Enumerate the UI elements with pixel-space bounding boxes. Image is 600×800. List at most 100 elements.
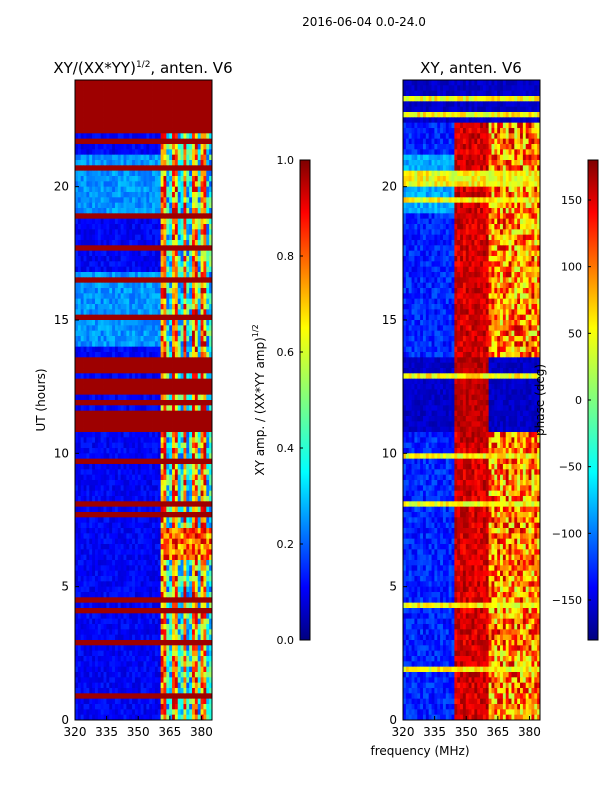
heatmap-cell	[109, 192, 113, 198]
heatmap-cell	[180, 629, 184, 636]
heatmap-cell	[154, 549, 159, 556]
heatmap-cell	[146, 506, 150, 513]
heatmap-cell	[146, 197, 150, 204]
heatmap-cell	[149, 373, 153, 380]
heatmap-cell	[77, 549, 82, 556]
heatmap-cell	[106, 90, 110, 97]
heatmap-cell	[97, 149, 102, 156]
heatmap-cell	[180, 218, 184, 225]
heatmap-cell	[189, 437, 193, 444]
heatmap-cell	[126, 512, 130, 518]
heatmap-cell	[100, 384, 104, 390]
heatmap-cell	[183, 576, 187, 582]
heatmap-cell	[197, 373, 201, 380]
heatmap-cell	[92, 389, 96, 396]
heatmap-cell	[97, 421, 102, 428]
heatmap-cell	[163, 581, 167, 588]
heatmap-cell	[180, 101, 184, 108]
heatmap-cell	[100, 570, 104, 577]
heatmap-cell	[120, 314, 124, 321]
heatmap-cell	[172, 608, 176, 614]
heatmap-cell	[209, 448, 212, 454]
heatmap-cell	[80, 250, 84, 257]
heatmap-cell	[134, 144, 139, 150]
heatmap-cell	[137, 133, 142, 140]
heatmap-cell	[140, 213, 144, 220]
heatmap-cell	[206, 624, 210, 630]
heatmap-cell	[114, 581, 119, 588]
heatmap-cell	[189, 133, 193, 140]
heatmap-cell	[97, 202, 102, 209]
heatmap-cell	[166, 458, 170, 465]
heatmap-cell	[192, 501, 196, 508]
heatmap-cell	[123, 437, 127, 444]
heatmap-cell	[123, 517, 127, 524]
heatmap-cell	[106, 496, 110, 502]
heatmap-cell	[177, 117, 182, 124]
heatmap-cell	[129, 133, 133, 140]
heatmap-cell	[206, 261, 210, 268]
heatmap-cell	[129, 101, 133, 108]
heatmap-cell	[117, 250, 122, 257]
heatmap-cell	[134, 250, 139, 257]
heatmap-cell	[183, 170, 187, 177]
heatmap-cell	[192, 512, 196, 518]
heatmap-cell	[137, 154, 142, 161]
heatmap-cell	[123, 250, 127, 257]
heatmap-cell	[192, 176, 196, 182]
heatmap-cell	[97, 213, 102, 220]
heatmap-cell	[129, 442, 133, 449]
heatmap-cell	[200, 288, 204, 294]
heatmap-cell	[89, 250, 93, 257]
heatmap-cell	[112, 522, 116, 529]
heatmap-cell	[94, 234, 99, 241]
heatmap-cell	[160, 346, 164, 353]
heatmap-cell	[126, 202, 130, 209]
heatmap-cell	[126, 384, 130, 390]
heatmap-cell	[152, 592, 156, 598]
heatmap-cell	[126, 501, 130, 508]
heatmap-cell	[137, 453, 142, 460]
heatmap-cell	[132, 208, 136, 214]
heatmap-cell	[143, 581, 147, 588]
heatmap-cell	[189, 554, 193, 561]
heatmap-cell	[169, 538, 173, 545]
heatmap-cell	[180, 533, 184, 540]
heatmap-cell	[194, 480, 199, 486]
heatmap-cell	[174, 522, 179, 529]
heatmap-cell	[194, 101, 199, 108]
heatmap-cell	[94, 629, 99, 636]
heatmap-cell	[143, 85, 147, 92]
heatmap-cell	[163, 288, 167, 294]
heatmap-cell	[89, 288, 93, 294]
heatmap-cell	[203, 96, 207, 102]
heatmap-cell	[92, 208, 96, 214]
heatmap-cell	[169, 101, 173, 108]
heatmap-cell	[86, 581, 90, 588]
heatmap-cell	[194, 336, 199, 342]
heatmap-cell	[117, 410, 122, 417]
heatmap-cell	[129, 218, 133, 225]
heatmap-cell	[143, 426, 147, 433]
heatmap-cell	[192, 549, 196, 556]
heatmap-cell	[166, 485, 170, 492]
heatmap-cell	[126, 378, 130, 385]
heatmap-cell	[200, 133, 204, 140]
heatmap-cell	[169, 154, 173, 161]
heatmap-cell	[166, 325, 170, 332]
heatmap-cell	[106, 442, 110, 449]
heatmap-cell	[129, 378, 133, 385]
heatmap-cell	[114, 421, 119, 428]
heatmap-cell	[112, 490, 116, 497]
heatmap-cell	[106, 389, 110, 396]
heatmap-cell	[103, 357, 107, 364]
heatmap-cell	[157, 261, 162, 268]
heatmap-cell	[97, 602, 102, 609]
heatmap-cell	[97, 336, 102, 342]
heatmap-cell	[83, 256, 87, 262]
heatmap-cell	[140, 549, 144, 556]
heatmap-cell	[209, 85, 212, 92]
heatmap-cell	[103, 261, 107, 268]
heatmap-cell	[92, 533, 96, 540]
heatmap-cell	[174, 282, 179, 289]
